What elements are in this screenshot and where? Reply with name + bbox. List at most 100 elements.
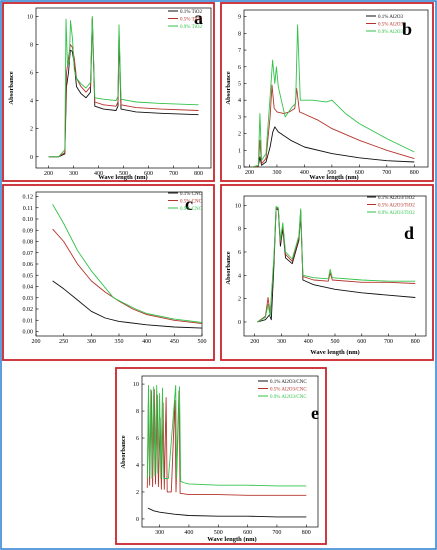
panel-a-xtick-label: 200 bbox=[44, 171, 53, 177]
panel-d-legend-label: 0.5% Al2O3/TiO2 bbox=[378, 203, 415, 208]
panel-e-ylabel: Absorbance bbox=[120, 435, 127, 468]
panel-b: 200 300 400 500 600 700 800 0 1 2 3 4 5 6 7 8 9 Wave len… bbox=[220, 2, 434, 182]
panel-e-ytick-label: 8 bbox=[136, 409, 139, 415]
panel-d-ytick-label: 0 bbox=[238, 320, 241, 326]
panel-b-ytick-label: 5 bbox=[238, 81, 241, 87]
panel-a: 200 300 400 500 600 700 800 0 2 4 6 8 10 Wave length… bbox=[2, 2, 215, 182]
panel-e-ytick-label: 2 bbox=[136, 490, 139, 496]
panel-d-ytick-label: 8 bbox=[238, 227, 241, 233]
panel-c: 200 250 300 350 400 450 500 0.00 0.01 0.02 0.03 0.0… bbox=[2, 184, 215, 361]
panel-d: 200 300 400 500 600 700 800 0 2 4 6 8 10 Wave length… bbox=[220, 184, 434, 361]
panel-a-ytick-label: 4 bbox=[30, 99, 33, 105]
panel-e-xlabel: Wave length (nm) bbox=[207, 536, 256, 543]
panel-d-legend-label: 0.9% Al2O3/TiO2 bbox=[378, 211, 415, 216]
panel-a-series-3 bbox=[48, 15, 199, 158]
panel-e-series-3 bbox=[146, 384, 307, 487]
panel-c-plot: 200 250 300 350 400 450 500 0.00 0.01 0.02 0.03 0.0… bbox=[23, 191, 207, 345]
panel-c-ytick-label: 0.10 bbox=[23, 217, 34, 223]
panel-c-ytick-label: 0.04 bbox=[23, 285, 34, 291]
panel-a-ytick-label: 10 bbox=[27, 14, 33, 20]
panel-c-ytick-label: 0.06 bbox=[23, 262, 34, 268]
panel-c-xtick-label: 300 bbox=[87, 339, 96, 345]
panel-a-legend-label: 0.5% TiO2 bbox=[180, 17, 202, 22]
panel-a-xtick-label: 700 bbox=[169, 171, 178, 177]
panel-c-xtick-label: 200 bbox=[32, 339, 41, 345]
panel-b-series-1 bbox=[252, 126, 415, 168]
panel-c-ytick-label: 0.12 bbox=[23, 195, 34, 201]
panel-e-ytick-label: 10 bbox=[133, 382, 139, 388]
panel-d-xtick-label: 700 bbox=[384, 339, 393, 345]
panel-b-ytick-label: 4 bbox=[238, 98, 241, 104]
panel-b-ytick-label: 7 bbox=[238, 48, 241, 54]
panel-c-ytick-label: 0.08 bbox=[23, 240, 34, 246]
panel-e-xtick-label: 800 bbox=[302, 530, 311, 536]
panel-b-ytick-label: 0 bbox=[238, 165, 241, 171]
panel-a-plot: 200 300 400 500 600 700 800 0 2 4 6 8 10 bbox=[27, 7, 212, 177]
panel-a-ytick-label: 6 bbox=[30, 71, 33, 77]
panel-d-xtick-label: 400 bbox=[304, 339, 313, 345]
panel-c-xtick-label: 350 bbox=[115, 339, 124, 345]
panel-c-legend: 0.1% CNC 0.5% CNC 0.9% CNC bbox=[168, 192, 203, 212]
panel-b-legend-label: 0.5% Al2O3 bbox=[378, 22, 404, 27]
panel-b-legend-label: 0.9% Al2O3 bbox=[378, 30, 404, 35]
panel-a-xtick-label: 800 bbox=[194, 171, 203, 177]
panel-c-xtick-label: 400 bbox=[142, 339, 151, 345]
panel-e-axes-box bbox=[141, 375, 319, 528]
panel-a-xlabel: Wave length (nm) bbox=[98, 174, 147, 181]
panel-b-xlabel: Wave length (nm) bbox=[309, 174, 358, 181]
panel-c-series-3 bbox=[52, 204, 203, 323]
panel-d-legend-label: 0.1% Al2O3/TiO2 bbox=[378, 196, 415, 201]
panel-c-ytick-label: 0.05 bbox=[23, 273, 34, 279]
panel-d-xtick-label: 800 bbox=[411, 339, 420, 345]
panel-d-xlabel: Wave length (nm) bbox=[310, 349, 359, 356]
panel-a-ytick-label: 0 bbox=[30, 155, 33, 161]
panel-c-ytick-label: 0.01 bbox=[23, 318, 34, 324]
panel-c-legend-label: 0.9% CNC bbox=[180, 207, 203, 212]
panel-c-ytick-label: 0.02 bbox=[23, 307, 34, 313]
panel-a-xtick-label: 400 bbox=[94, 171, 103, 177]
panel-a-legend-label: 0.1% TiO2 bbox=[180, 10, 202, 15]
panel-b-ylabel: Absorbance bbox=[225, 71, 232, 104]
panel-b-xtick-label: 400 bbox=[300, 170, 309, 176]
panel-b-xtick-label: 800 bbox=[410, 170, 419, 176]
panel-d-xtick-label: 300 bbox=[277, 339, 286, 345]
panel-a-legend: 0.1% TiO2 0.5% TiO2 0.9% TiO2 bbox=[168, 10, 202, 30]
panel-c-xtick-label: 250 bbox=[59, 339, 68, 345]
panel-d-ytick-label: 10 bbox=[235, 203, 241, 209]
panel-e-series-1 bbox=[147, 507, 307, 518]
panel-a-ytick-label: 2 bbox=[30, 127, 33, 133]
panel-c-ytick-label: 0.09 bbox=[23, 228, 34, 234]
panel-a-legend-label: 0.9% TiO2 bbox=[180, 25, 202, 30]
panel-c-ytick-label: 0.03 bbox=[23, 296, 34, 302]
panel-b-letter: b bbox=[402, 19, 412, 39]
panel-c-ytick-label: 0.07 bbox=[23, 251, 34, 257]
panel-e-plot: 300 400 500 600 700 800 0 2 4 6 8 10 bbox=[133, 375, 319, 536]
panel-e-ytick-label: 4 bbox=[136, 463, 139, 469]
panel-d-series-1 bbox=[257, 208, 416, 323]
panel-b-ytick-label: 6 bbox=[238, 65, 241, 71]
panel-e: 300 400 500 600 700 800 0 2 4 6 8 10 Wave length (n… bbox=[115, 367, 327, 545]
panel-d-ytick-label: 4 bbox=[238, 273, 241, 279]
panel-a-letter: a bbox=[194, 8, 203, 28]
panel-e-letter: e bbox=[311, 403, 319, 423]
panel-e-xtick-label: 700 bbox=[272, 530, 281, 536]
panel-d-legend: 0.1% Al2O3/TiO2 0.5% Al2O3/TiO2 0.9% Al2O3… bbox=[367, 196, 415, 216]
panel-e-legend-label: 0.1% Al2O3/CNC bbox=[270, 380, 307, 385]
panel-b-legend-label: 0.1% Al2O3 bbox=[378, 15, 404, 20]
panel-b-xtick-label: 300 bbox=[272, 170, 281, 176]
panel-a-ytick-label: 8 bbox=[30, 42, 33, 48]
panel-c-letter: c bbox=[185, 194, 193, 214]
panel-b-legend: 0.1% Al2O3 0.5% Al2O3 0.9% Al2O3 bbox=[366, 15, 404, 35]
panel-e-series-2 bbox=[146, 389, 307, 496]
panel-e-legend: 0.1% Al2O3/CNC 0.5% Al2O3/CNC 0.9% Al2O3/C… bbox=[258, 380, 307, 400]
panel-c-ytick-label: 0.11 bbox=[23, 206, 33, 212]
panel-c-legend-label: 0.5% CNC bbox=[180, 199, 203, 204]
panel-d-xtick-label: 500 bbox=[331, 339, 340, 345]
panel-c-legend-label: 0.1% CNC bbox=[180, 192, 203, 197]
panel-e-xtick-label: 300 bbox=[155, 530, 164, 536]
panel-d-letter: d bbox=[404, 223, 414, 243]
panel-b-ytick-label: 3 bbox=[238, 115, 241, 121]
panel-c-xtick-label: 500 bbox=[198, 339, 207, 345]
panel-d-series-3 bbox=[257, 206, 416, 323]
